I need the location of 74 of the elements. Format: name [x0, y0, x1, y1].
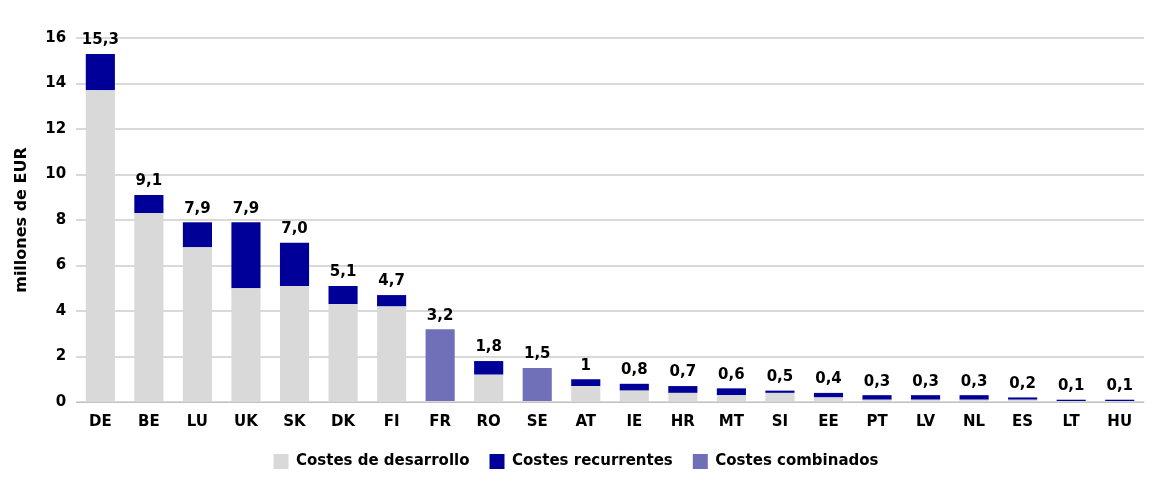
- legend-label: Costes combinados: [715, 451, 879, 470]
- bar: [668, 386, 698, 393]
- x-tick-label: ES: [1012, 411, 1034, 430]
- y-axis-title: millones de EUR: [10, 147, 30, 293]
- total-label: 15,3: [81, 30, 119, 49]
- x-tick-label: LU: [186, 411, 209, 430]
- total-label: 3,2: [426, 305, 454, 324]
- total-label: 7,9: [184, 198, 211, 217]
- total-label: 0,6: [718, 364, 745, 383]
- bar: [522, 367, 552, 401]
- total-label: 5,1: [329, 262, 357, 281]
- y-tick-label: 14: [45, 73, 67, 92]
- bar: [862, 395, 892, 400]
- bar: [182, 222, 212, 248]
- x-tick-label: FR: [429, 411, 452, 430]
- x-tick-label: HR: [670, 411, 696, 430]
- y-tick-label: 10: [45, 164, 67, 183]
- bar: [716, 388, 746, 396]
- bar: [328, 285, 358, 305]
- x-tick-label: PT: [866, 411, 889, 430]
- y-tick-label: 0: [55, 391, 67, 410]
- total-label: 4,7: [378, 271, 405, 290]
- bar: [911, 395, 941, 400]
- total-label: 0,8: [621, 360, 648, 379]
- y-tick-label: 6: [55, 255, 67, 274]
- x-tick-label: DK: [331, 411, 357, 430]
- x-tick-label: DE: [88, 411, 112, 430]
- bar: [85, 53, 115, 91]
- x-tick-label: IE: [626, 411, 643, 430]
- total-label: 0,7: [669, 362, 697, 381]
- y-tick-label: 4: [55, 300, 67, 319]
- total-label: 0,1: [1057, 376, 1085, 395]
- total-label: 9,1: [135, 171, 163, 190]
- total-label: 0,3: [863, 371, 891, 390]
- total-label: 0,3: [960, 371, 988, 390]
- x-tick-label: EE: [818, 411, 839, 430]
- bar: [425, 329, 455, 401]
- total-label: 7,0: [281, 219, 308, 238]
- total-label: 0,4: [815, 369, 842, 388]
- total-label: 0,5: [766, 367, 794, 386]
- bar: [571, 379, 601, 387]
- bar: [474, 361, 504, 375]
- total-label: 0,1: [1106, 376, 1134, 395]
- legend-label: Costes recurrentes: [512, 451, 673, 470]
- y-tick-label: 12: [45, 118, 67, 137]
- bar: [134, 194, 164, 214]
- y-tick-label: 2: [55, 346, 67, 365]
- total-label: 1: [580, 355, 591, 374]
- x-tick-label: UK: [234, 411, 260, 430]
- bar: [619, 383, 649, 391]
- x-tick-label: HU: [1107, 411, 1133, 430]
- x-tick-label: BE: [138, 411, 160, 430]
- x-tick-label: LV: [916, 411, 936, 430]
- legend-label: Costes de desarrollo: [295, 451, 470, 470]
- bar: [377, 295, 407, 307]
- y-tick-label: 8: [55, 209, 67, 228]
- x-tick-label: FI: [383, 411, 400, 430]
- bar: [279, 242, 310, 286]
- total-label: 1,8: [475, 337, 502, 356]
- x-tick-label: SI: [771, 411, 789, 430]
- y-tick-label: 16: [45, 27, 67, 46]
- total-label: 0,3: [912, 371, 939, 390]
- total-label: 0,2: [1009, 373, 1036, 392]
- total-label: 1,5: [523, 344, 551, 363]
- bar: [959, 395, 989, 400]
- total-label: 7,9: [232, 198, 260, 217]
- x-tick-label: RO: [476, 411, 501, 430]
- x-tick-label: SE: [526, 411, 548, 430]
- x-tick-label: MT: [718, 411, 745, 430]
- x-tick-label: LT: [1062, 411, 1081, 430]
- x-tick-label: AT: [575, 411, 597, 430]
- x-tick-label: SK: [283, 411, 308, 430]
- bar: [231, 222, 261, 289]
- x-tick-label: NL: [963, 411, 986, 430]
